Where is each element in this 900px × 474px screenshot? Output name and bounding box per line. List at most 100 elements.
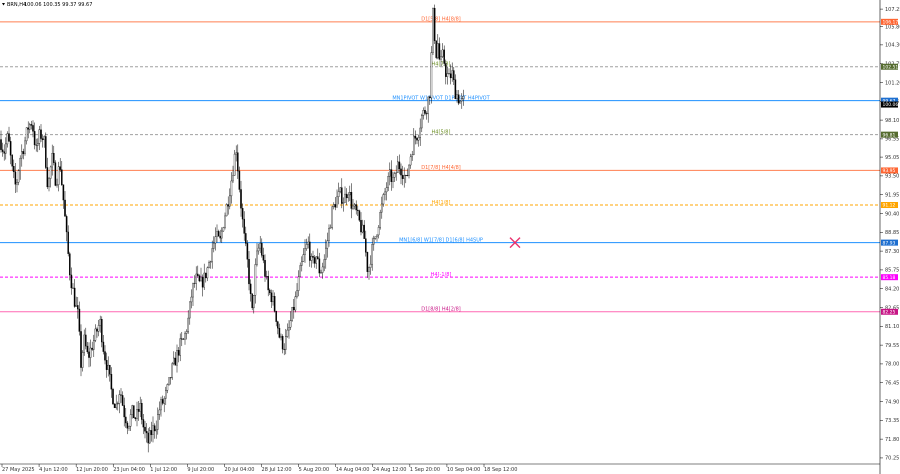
candle-body bbox=[213, 242, 215, 249]
candle-body bbox=[270, 292, 273, 303]
candle-body bbox=[329, 227, 332, 229]
level-price-tag-text: 82.25 bbox=[883, 309, 896, 315]
candle-body bbox=[64, 199, 66, 217]
candle-body bbox=[345, 193, 348, 199]
price-tick-label: 107.25 bbox=[885, 7, 900, 13]
price-tick-label: 90.40 bbox=[885, 211, 899, 217]
candle-body bbox=[398, 161, 401, 170]
candle-body bbox=[337, 191, 340, 198]
candle-body bbox=[187, 317, 189, 332]
candle-body bbox=[261, 243, 263, 256]
candle-body bbox=[165, 389, 167, 399]
candle-body bbox=[200, 276, 202, 282]
candle-body bbox=[312, 256, 314, 258]
candle-body bbox=[310, 256, 313, 261]
candle-body bbox=[173, 357, 175, 364]
candle-body bbox=[342, 202, 345, 204]
candle-body bbox=[67, 231, 69, 254]
time-tick-label: 4 Jun 12:00 bbox=[39, 467, 68, 473]
level-price-tags: 106.17 102.51 99.67 96.81 93.95 91.12 87.93 85.… bbox=[881, 18, 899, 315]
candle-body bbox=[363, 224, 365, 239]
candle-body bbox=[262, 255, 265, 261]
candle-body bbox=[19, 157, 21, 171]
candle-body bbox=[25, 127, 28, 142]
candle-body bbox=[163, 398, 165, 404]
candle-body bbox=[361, 224, 364, 233]
candle-body bbox=[14, 171, 17, 185]
candle-body bbox=[393, 173, 396, 178]
candle-body bbox=[374, 236, 377, 239]
candle-body bbox=[177, 350, 180, 356]
candle-body bbox=[38, 129, 41, 144]
candle-body bbox=[43, 136, 45, 141]
candle-body bbox=[299, 265, 301, 278]
candle-body bbox=[281, 336, 284, 350]
candle-body bbox=[433, 7, 436, 41]
candle-body bbox=[211, 248, 213, 262]
level-price-tag-text: 96.81 bbox=[883, 132, 896, 138]
candle-body bbox=[389, 169, 391, 177]
candle-body bbox=[422, 110, 425, 116]
price-tick-label: 84.20 bbox=[885, 287, 899, 293]
candle-body bbox=[352, 205, 354, 209]
candle-body bbox=[390, 169, 393, 182]
candle-body bbox=[216, 231, 218, 237]
candle-body bbox=[45, 136, 47, 168]
candle-body bbox=[249, 283, 252, 294]
candle-body bbox=[83, 334, 85, 353]
candle-body bbox=[128, 426, 130, 429]
candle-body bbox=[301, 261, 303, 266]
candle-body bbox=[379, 211, 381, 228]
price-tick-label: 88.85 bbox=[885, 230, 899, 236]
candle-body bbox=[305, 244, 308, 249]
candle-body bbox=[73, 287, 76, 307]
candle-body bbox=[85, 334, 87, 347]
candle-body bbox=[144, 426, 146, 432]
candles bbox=[0, 4, 465, 453]
price-tick-label: 76.45 bbox=[885, 381, 899, 387]
candle-body bbox=[181, 338, 183, 340]
candle-body bbox=[289, 320, 292, 328]
candle-body bbox=[360, 220, 362, 233]
candle-body bbox=[246, 243, 249, 260]
candle-body bbox=[245, 233, 247, 244]
candle-body bbox=[203, 272, 205, 288]
candle-body bbox=[141, 403, 143, 420]
candle-body bbox=[17, 170, 20, 183]
candle-body bbox=[149, 430, 151, 444]
candle-body bbox=[333, 204, 335, 207]
candle-body bbox=[94, 328, 97, 341]
level-price-tag-text: 102.51 bbox=[883, 64, 899, 70]
candle-body bbox=[179, 338, 181, 356]
candle-body bbox=[414, 135, 417, 139]
candle-body bbox=[256, 250, 258, 265]
level-price-tag bbox=[881, 18, 898, 25]
candle-body bbox=[133, 405, 135, 419]
price-tick-label: 98.10 bbox=[885, 118, 899, 124]
candle-body bbox=[449, 73, 452, 79]
candle-body bbox=[225, 204, 228, 217]
candle-body bbox=[5, 143, 7, 154]
candle-body bbox=[397, 161, 399, 173]
level-price-tag bbox=[881, 274, 898, 281]
candle-body bbox=[229, 195, 231, 207]
candle-body bbox=[409, 156, 412, 166]
candle-body bbox=[253, 295, 255, 309]
level-label: D1[8/8] H4[2/8] bbox=[421, 307, 461, 313]
price-tick-label: 74.90 bbox=[885, 399, 899, 405]
level-price-tag-text: 91.12 bbox=[883, 203, 896, 209]
candle-body bbox=[326, 240, 329, 249]
candle-body bbox=[302, 254, 305, 262]
candle-body bbox=[336, 196, 338, 208]
candle-body bbox=[61, 169, 63, 185]
candle-body bbox=[243, 218, 245, 234]
candle-body bbox=[110, 374, 113, 390]
candle-body bbox=[291, 307, 293, 321]
candle-body bbox=[41, 138, 44, 141]
candle-body bbox=[112, 388, 114, 405]
candle-body bbox=[349, 192, 351, 196]
candle-body bbox=[232, 175, 234, 182]
candle-body bbox=[286, 329, 289, 337]
candle-body bbox=[139, 403, 141, 412]
